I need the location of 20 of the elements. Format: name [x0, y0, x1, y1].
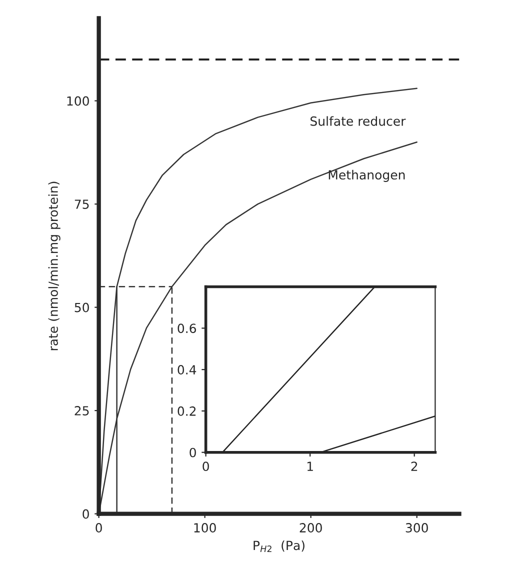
x-tick-label: 0	[202, 462, 209, 472]
x-tick-label: 200	[300, 523, 322, 533]
y-tick-label: 0.4	[178, 365, 196, 374]
x-tick-label: 300	[406, 523, 428, 533]
y-tick-label: 75	[74, 200, 89, 209]
y-tick-label: 25	[74, 406, 89, 416]
x-tick-label: 1	[307, 462, 313, 471]
y-tick-label: 0	[190, 448, 196, 458]
x-tick-label: 100	[194, 523, 216, 533]
x-tick-label: 0	[96, 523, 102, 533]
x-axis-title: P$_{H2}$ (Pa)	[254, 540, 304, 552]
y-tick-label: 0.6	[178, 324, 196, 334]
series-label: Methanogen	[328, 170, 405, 182]
series-label: Sulfate reducer	[310, 116, 406, 126]
x-tick-label: 2	[411, 462, 418, 471]
y-tick-label: 50	[74, 302, 89, 312]
y-axis-title: rate (nmol/min.mg protein)	[48, 182, 60, 350]
y-tick-label: 0.2	[178, 406, 196, 416]
y-tick-label: 0	[82, 509, 89, 519]
y-tick-label: 100	[67, 96, 89, 106]
